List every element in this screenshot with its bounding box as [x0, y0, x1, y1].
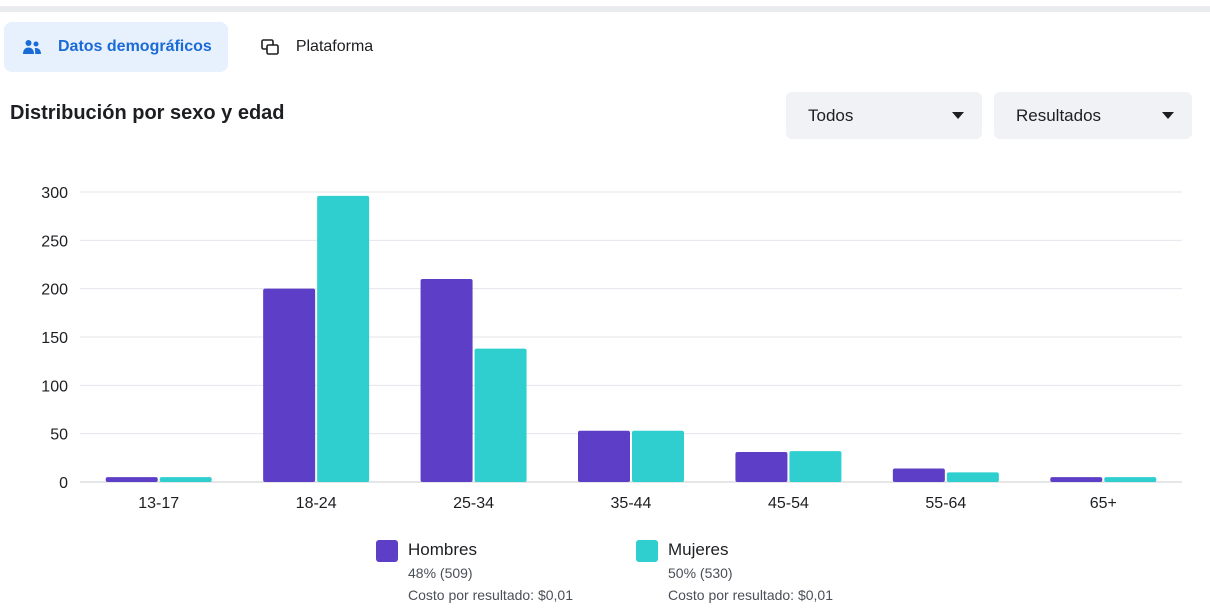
y-tick-label: 250 — [41, 233, 68, 250]
bar-mujeres-13-17 — [159, 477, 212, 482]
legend-cost: Costo por resultado: $0,01 — [408, 587, 573, 603]
bar-mujeres-45-54 — [789, 451, 842, 482]
metric-dropdown[interactable]: Resultados — [994, 92, 1192, 139]
legend-cost: Costo por resultado: $0,01 — [668, 587, 833, 603]
y-tick-label: 50 — [50, 427, 68, 444]
caret-down-icon — [952, 112, 964, 119]
legend-name: Mujeres — [668, 540, 729, 559]
audience-dropdown-value: Todos — [808, 105, 854, 125]
bar-hombres-13-17 — [105, 477, 158, 482]
bar-hombres-35-44 — [578, 430, 630, 482]
x-tick-label: 35-44 — [611, 495, 652, 512]
y-tick-label: 0 — [59, 475, 68, 492]
bar-mujeres-18-24 — [317, 195, 370, 482]
legend-item-hombres[interactable]: Hombres 48% (509) Costo por resultado: $… — [376, 538, 573, 606]
tab-bar: Datos demográficos Plataforma — [4, 22, 389, 72]
bar-hombres-18-24 — [263, 288, 316, 482]
bar-mujeres-35-44 — [632, 430, 684, 482]
y-tick-label: 200 — [41, 282, 68, 299]
y-tick-label: 150 — [41, 330, 68, 347]
legend-item-mujeres[interactable]: Mujeres 50% (530) Costo por resultado: $… — [636, 538, 833, 606]
legend-name: Hombres — [408, 540, 477, 559]
metric-dropdown-value: Resultados — [1016, 105, 1102, 125]
section-title: Distribución por sexo y edad — [10, 102, 285, 124]
tab-label: Plataforma — [295, 38, 374, 55]
legend-share: 50% (530) — [668, 565, 733, 581]
bar-hombres-25-34 — [420, 279, 473, 482]
tab-plataforma[interactable]: Plataforma — [242, 22, 389, 72]
x-tick-label: 13-17 — [138, 495, 179, 512]
bar-hombres-55-64 — [892, 468, 945, 482]
y-tick-label: 300 — [41, 185, 68, 202]
tab-label: Datos demográficos — [58, 38, 212, 55]
x-tick-label: 65+ — [1090, 495, 1117, 512]
tab-datos-demograficos[interactable]: Datos demográficos — [4, 22, 228, 72]
bar-hombres-45-54 — [735, 452, 788, 482]
legend-share: 48% (509) — [408, 565, 473, 581]
x-tick-label: 25-34 — [453, 495, 494, 512]
people-icon — [20, 35, 44, 59]
legend-swatch-mujeres — [636, 540, 658, 562]
x-tick-label: 18-24 — [296, 495, 337, 512]
bar-mujeres-55-64 — [946, 472, 999, 482]
platform-icon — [258, 35, 282, 59]
bar-mujeres-65+ — [1104, 477, 1157, 482]
bar-hombres-65+ — [1050, 477, 1103, 482]
bar-chart: 0 50 100 150 200 250 300 13-17 18-24 25-34 35-44 45… — [41, 185, 1182, 512]
y-tick-label: 100 — [41, 378, 68, 395]
audience-dropdown[interactable]: Todos — [786, 92, 982, 139]
x-tick-label: 55-64 — [925, 495, 966, 512]
x-tick-label: 45-54 — [768, 495, 809, 512]
top-divider — [0, 6, 1210, 12]
legend-swatch-hombres — [376, 540, 398, 562]
caret-down-icon — [1162, 112, 1174, 119]
bar-mujeres-25-34 — [474, 348, 527, 482]
